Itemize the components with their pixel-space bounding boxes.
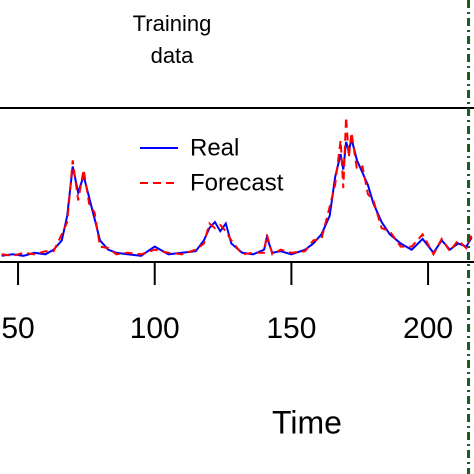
x-tick-label: 200 — [403, 312, 453, 345]
legend-label: Forecast — [190, 169, 284, 196]
x-tick-label: 100 — [130, 312, 180, 345]
x-tick-label: 150 — [266, 312, 316, 345]
series-line — [1, 117, 473, 257]
annotation: data — [151, 43, 195, 68]
x-axis-label: Time — [272, 404, 342, 440]
legend-label: Real — [190, 134, 239, 161]
x-tick-label: 50 — [1, 312, 34, 345]
annotation: Training — [133, 11, 212, 36]
